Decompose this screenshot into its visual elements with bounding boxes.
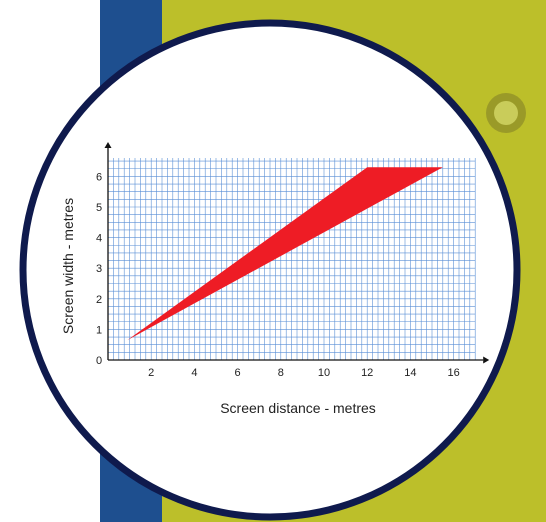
y-axis-arrow-icon (104, 142, 112, 149)
x-tick-label: 4 (191, 367, 197, 379)
y-tick-label: 0 (96, 355, 102, 367)
x-tick-label: 12 (361, 367, 373, 379)
x-tick-label: 2 (148, 367, 154, 379)
y-axis-label: Screen width - metres (60, 198, 76, 334)
y-tick-label: 4 (96, 233, 102, 245)
x-tick-label: 8 (278, 367, 284, 379)
knob-center-icon (494, 101, 518, 125)
y-tick-label: 2 (96, 294, 102, 306)
x-axis-label: Screen distance - metres (220, 400, 376, 416)
x-tick-label: 14 (404, 367, 416, 379)
y-tick-label: 3 (96, 263, 102, 275)
shaded-band (127, 167, 443, 341)
y-tick-label: 1 (96, 324, 102, 336)
x-axis-arrow-icon (483, 356, 490, 364)
x-tick-label: 16 (447, 367, 459, 379)
x-tick-label: 6 (235, 367, 241, 379)
x-tick-label: 10 (318, 367, 330, 379)
y-tick-label: 5 (96, 202, 102, 214)
y-tick-label: 6 (96, 171, 102, 183)
chart-grid (108, 158, 476, 360)
